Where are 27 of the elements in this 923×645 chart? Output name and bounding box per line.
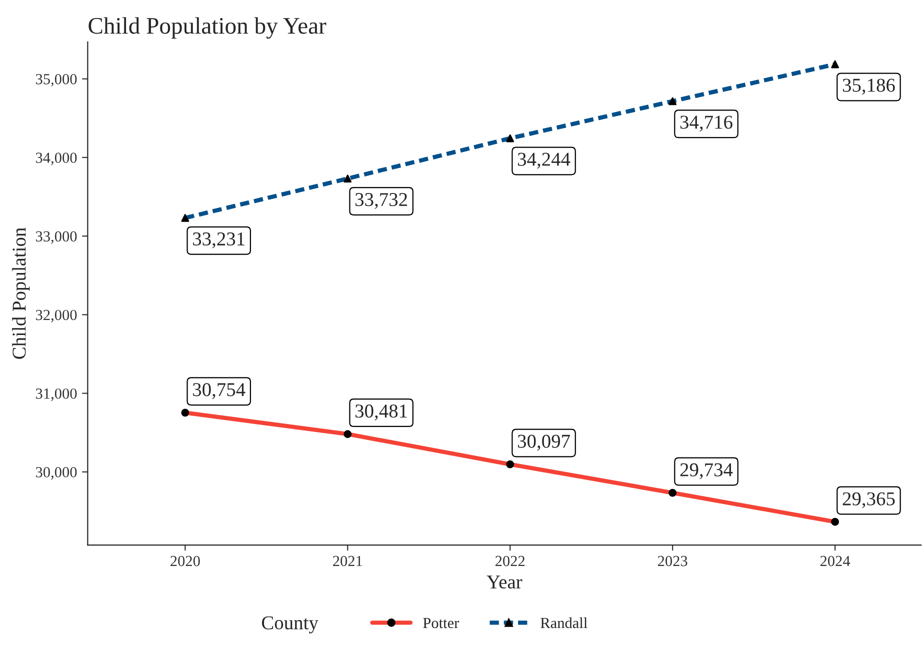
data-label: 30,754 [193, 383, 246, 399]
data-label: 30,097 [518, 434, 570, 451]
data-label: 33,231 [193, 232, 244, 248]
legend-title: County [262, 616, 318, 634]
x-tick-label: 2021 [333, 556, 362, 566]
y-tick-label: 31,000 [36, 388, 77, 401]
data-label: 33,732 [356, 193, 407, 209]
x-tick-label: 2020 [170, 556, 200, 566]
chart-title: Child Population by Year [88, 17, 326, 39]
data-label: 35,186 [842, 78, 895, 95]
x-tick-label: 2024 [820, 556, 850, 566]
x-axis-title: Year [486, 576, 522, 589]
legend-label: Randall [540, 617, 588, 628]
data-label: 34,716 [680, 116, 732, 132]
legend-label: Potter [423, 618, 460, 628]
x-tick-label: 2022 [496, 556, 525, 566]
y-tick-label: 35,000 [36, 74, 77, 87]
y-axis-title: Child Population [12, 228, 30, 359]
y-tick-label: 32,000 [36, 310, 77, 322]
y-tick-label: 33,000 [36, 231, 77, 244]
y-tick-label: 30,000 [36, 467, 77, 480]
data-label: 29,365 [842, 492, 895, 508]
data-label: 34,244 [518, 152, 570, 169]
y-tick-label: 34,000 [36, 152, 77, 166]
x-tick-label: 2023 [658, 556, 688, 566]
data-label: 29,734 [680, 463, 733, 480]
data-label: 30,481 [356, 404, 407, 420]
